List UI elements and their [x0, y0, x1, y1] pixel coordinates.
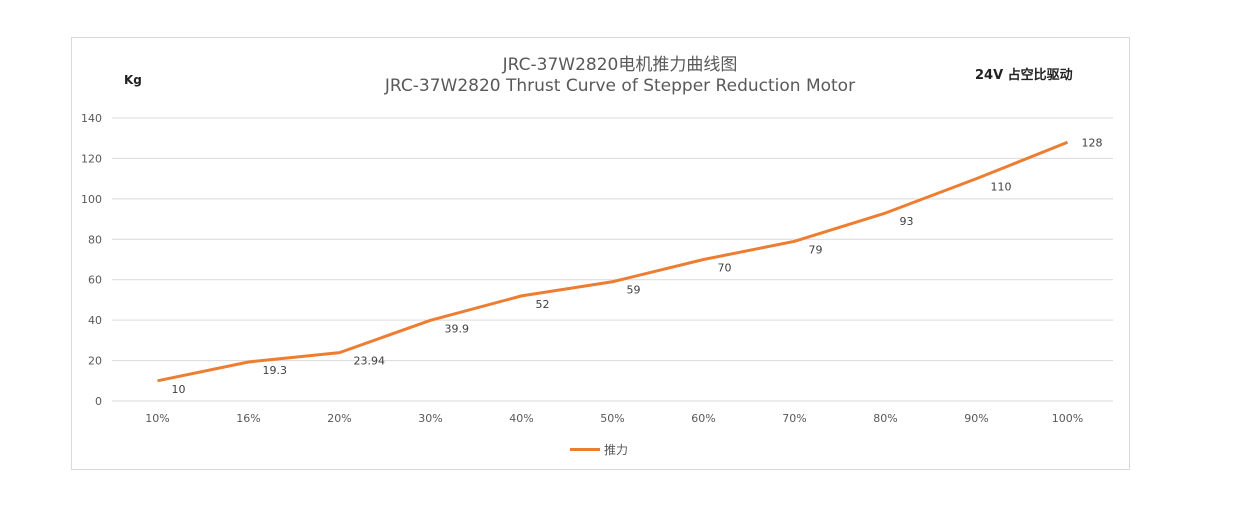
chart-subtitle: JRC-37W2820 Thrust Curve of Stepper Redu…: [384, 76, 856, 96]
legend-swatch: [570, 448, 600, 451]
data-label: 19.3: [263, 364, 288, 377]
x-tick-label: 60%: [691, 412, 715, 425]
x-tick-label: 80%: [873, 412, 897, 425]
x-tick-label: 50%: [600, 412, 624, 425]
data-label: 93: [900, 215, 914, 228]
y-tick-label: 40: [88, 314, 102, 327]
data-label: 59: [627, 284, 641, 297]
y-tick-label: 140: [81, 112, 102, 125]
x-tick-label: 16%: [236, 412, 260, 425]
data-label: 39.9: [445, 322, 470, 335]
x-tick-label: 10%: [145, 412, 169, 425]
data-label: 128: [1082, 136, 1103, 149]
x-tick-label: 70%: [782, 412, 806, 425]
data-label: 110: [991, 181, 1012, 194]
y-axis-label: Kg: [124, 73, 142, 87]
y-tick-label: 0: [95, 395, 102, 408]
x-tick-label: 100%: [1052, 412, 1083, 425]
y-tick-label: 120: [81, 152, 102, 165]
x-tick-label: 90%: [964, 412, 988, 425]
data-label: 10: [172, 383, 186, 396]
y-tick-label: 100: [81, 193, 102, 206]
x-tick-label: 30%: [418, 412, 442, 425]
data-label: 79: [809, 243, 823, 256]
data-label: 52: [536, 298, 550, 311]
data-label: 23.94: [354, 355, 386, 368]
y-tick-label: 20: [88, 355, 102, 368]
data-label: 70: [718, 262, 732, 275]
x-tick-label: 40%: [509, 412, 533, 425]
voltage-annotation: 24V 占空比驱动: [975, 68, 1073, 83]
x-tick-label: 20%: [327, 412, 351, 425]
legend: 推力: [570, 441, 628, 458]
y-tick-label: 80: [88, 233, 102, 246]
chart-title: JRC-37W2820电机推力曲线图: [502, 55, 738, 75]
legend-label: 推力: [604, 443, 629, 457]
chart-frame: [71, 37, 1130, 470]
y-tick-label: 60: [88, 274, 102, 287]
series-line: [157, 140, 1069, 383]
